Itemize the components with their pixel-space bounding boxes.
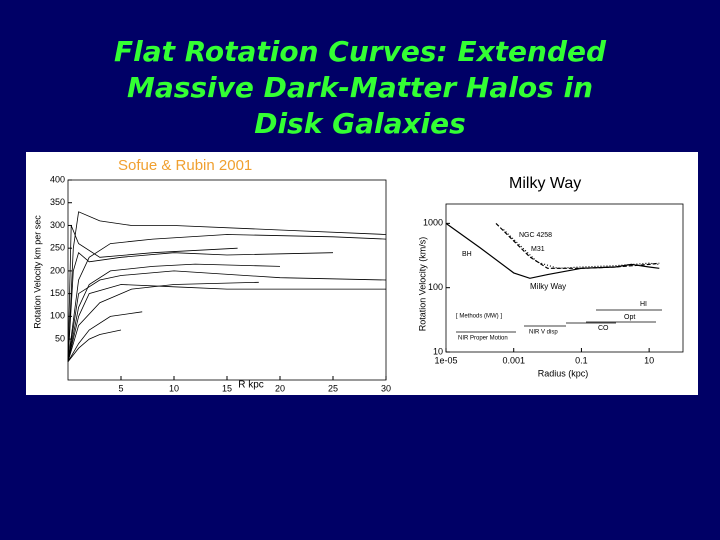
figure-background bbox=[26, 152, 698, 395]
series-label: Milky Way bbox=[530, 282, 566, 291]
series-label: M31 bbox=[531, 246, 545, 253]
y-tick-label: 50 bbox=[55, 333, 65, 343]
y-tick-label: 400 bbox=[50, 174, 65, 184]
y-tick-label: 100 bbox=[50, 311, 65, 321]
y-tick-label: 200 bbox=[50, 265, 65, 275]
annotation: Opt bbox=[624, 314, 635, 321]
annotation: HI bbox=[640, 301, 647, 308]
x-tick-label: 10 bbox=[169, 383, 179, 393]
y-tick-label: 250 bbox=[50, 243, 65, 253]
x-tick-label: 15 bbox=[222, 383, 232, 393]
y-tick-label: 150 bbox=[50, 288, 65, 298]
y-tick-label: 1000 bbox=[423, 218, 443, 228]
x-tick-label: 0.001 bbox=[502, 355, 525, 365]
y-axis-label: Rotation Velocity (km/s) bbox=[417, 237, 427, 332]
series-line bbox=[67, 263, 281, 362]
series-line bbox=[67, 234, 387, 362]
x-tick-label: 25 bbox=[328, 383, 338, 393]
x-axis-label: Radius (kpc) bbox=[538, 368, 589, 378]
series-line bbox=[67, 270, 387, 362]
series-line bbox=[67, 211, 387, 362]
x-tick-label: 20 bbox=[275, 383, 285, 393]
series-line bbox=[495, 222, 660, 269]
x-tick-label: 5 bbox=[118, 383, 123, 393]
series-line bbox=[503, 229, 660, 269]
y-axis-label: Rotation Velocity km per sec bbox=[32, 215, 42, 329]
annotation: CO bbox=[598, 325, 609, 332]
x-axis-label: R kpc bbox=[238, 380, 264, 391]
annotation: NIR Proper Motion bbox=[458, 336, 508, 342]
series-line bbox=[67, 329, 122, 363]
chart-title: Milky Way bbox=[509, 175, 581, 192]
figure: Sofue & Rubin 2001 R kpc Rotation Veloci… bbox=[26, 152, 698, 395]
slide-title: Flat Rotation Curves: Extended Massive D… bbox=[113, 35, 607, 140]
annotation: [ Methods (MW) ] bbox=[456, 314, 502, 320]
annotation: BH bbox=[462, 251, 472, 258]
x-tick-label: 30 bbox=[381, 383, 391, 393]
x-tick-label: 10 bbox=[644, 355, 654, 365]
method-ranges bbox=[456, 309, 662, 333]
series-line bbox=[67, 284, 386, 362]
series-line bbox=[67, 225, 238, 362]
chart-title: Sofue & Rubin 2001 bbox=[118, 157, 252, 174]
y-tick-label: 10 bbox=[433, 346, 443, 356]
series-line bbox=[67, 251, 334, 362]
series-line bbox=[67, 311, 143, 363]
y-tick-label: 350 bbox=[50, 197, 65, 207]
y-tick-label: 300 bbox=[50, 220, 65, 230]
annotation: NIR V disp bbox=[529, 330, 558, 336]
y-tick-label: 100 bbox=[428, 282, 443, 292]
x-tick-label: 1e-05 bbox=[434, 355, 457, 365]
plot-frame bbox=[445, 203, 684, 353]
series-label: NGC 4258 bbox=[519, 232, 552, 239]
series-line bbox=[67, 281, 259, 362]
x-tick-label: 0.1 bbox=[575, 355, 588, 365]
series-line bbox=[445, 222, 660, 279]
